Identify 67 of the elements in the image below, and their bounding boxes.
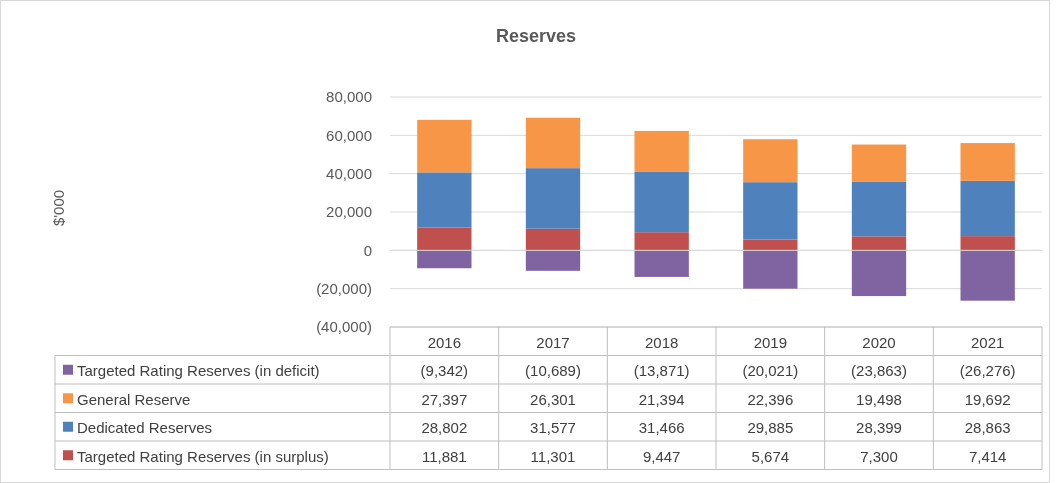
data-label: 28,399 xyxy=(856,419,902,436)
data-label: (23,863) xyxy=(851,362,907,379)
data-label: (13,871) xyxy=(633,362,690,379)
bar xyxy=(417,250,472,269)
bar xyxy=(743,182,798,240)
y-tick-label: (20,000) xyxy=(316,279,372,297)
data-label: 27,397 xyxy=(421,390,468,408)
y-tick-label: (40,000) xyxy=(316,318,372,336)
chart-title: Reserves xyxy=(495,26,577,46)
bar xyxy=(634,171,689,233)
bar xyxy=(417,119,472,173)
bar xyxy=(525,228,581,251)
y-tick-label: 60,000 xyxy=(326,126,372,144)
y-tick-label: 20,000 xyxy=(326,203,372,221)
bar xyxy=(851,181,907,237)
data-label: 31,466 xyxy=(638,419,685,436)
bar xyxy=(525,250,581,271)
data-label: 11,881 xyxy=(421,447,467,465)
data-label: (20,021) xyxy=(742,362,799,379)
data-label: 19,692 xyxy=(964,390,1011,408)
bar xyxy=(417,172,472,228)
data-label: 22,396 xyxy=(747,390,794,408)
x-tick-label: 2017 xyxy=(536,333,570,351)
legend-label: General Reserve xyxy=(77,390,191,408)
bar xyxy=(960,250,1015,301)
bar xyxy=(525,168,581,229)
data-label: (10,689) xyxy=(525,362,581,379)
bar xyxy=(743,139,798,183)
x-tick-label: 2020 xyxy=(862,333,896,351)
data-label: 28,863 xyxy=(964,419,1011,436)
legend-label: Dedicated Reserves xyxy=(77,419,213,436)
y-tick-label: 0 xyxy=(363,241,372,259)
y-tick-label: 80,000 xyxy=(326,88,372,106)
bar xyxy=(743,250,798,289)
data-label: 19,498 xyxy=(856,390,902,408)
data-label: 29,885 xyxy=(747,419,794,436)
x-tick-label: 2021 xyxy=(970,333,1005,351)
bar xyxy=(851,236,907,251)
legend-label: Targeted Rating Reserves (in surplus) xyxy=(77,447,329,465)
data-label: 26,301 xyxy=(530,390,576,408)
bar xyxy=(851,250,907,297)
data-label: 9,447 xyxy=(642,447,681,465)
bar xyxy=(634,130,689,172)
data-label: 21,394 xyxy=(638,390,685,408)
bar xyxy=(417,227,472,251)
text: $'000 xyxy=(50,189,67,227)
data-label: 11,301 xyxy=(530,447,576,465)
data-label: 7,414 xyxy=(968,447,1007,465)
data-label: (26,276) xyxy=(959,362,1016,379)
data-label: 5,674 xyxy=(751,447,790,465)
data-label: 28,802 xyxy=(421,419,468,436)
bar xyxy=(960,143,1015,181)
y-tick-label: 40,000 xyxy=(326,164,372,182)
bar xyxy=(851,144,907,182)
data-label: 31,577 xyxy=(530,419,576,436)
bar xyxy=(960,180,1015,237)
bar xyxy=(634,250,689,277)
bar xyxy=(525,117,581,169)
data-label: (9,342) xyxy=(420,362,469,379)
bar xyxy=(634,232,689,251)
bar xyxy=(743,239,798,251)
bar xyxy=(960,236,1015,251)
x-tick-label: 2018 xyxy=(644,333,679,351)
legend-label: Targeted Rating Reserves (in deficit) xyxy=(77,362,320,379)
x-tick-label: 2019 xyxy=(753,333,788,351)
x-tick-label: 2016 xyxy=(427,333,462,351)
data-label: 7,300 xyxy=(860,447,898,465)
